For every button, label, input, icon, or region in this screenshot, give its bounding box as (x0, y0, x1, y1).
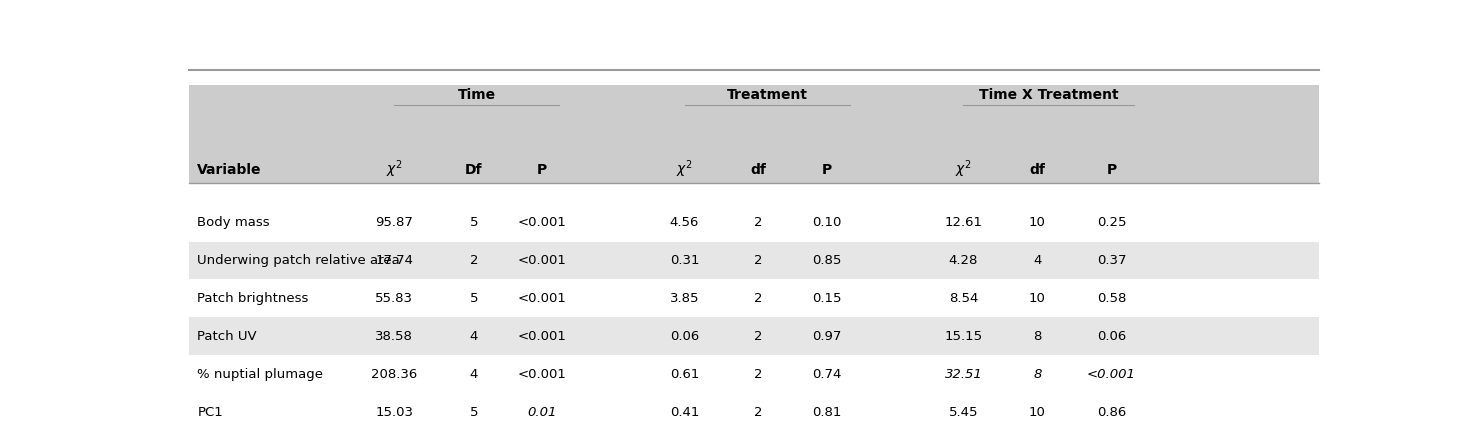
Text: Variable: Variable (197, 163, 261, 177)
Text: 4: 4 (470, 330, 477, 343)
Text: 0.06: 0.06 (670, 330, 699, 343)
Text: 0.31: 0.31 (670, 254, 699, 267)
Text: <0.001: <0.001 (517, 216, 567, 229)
Bar (190, 431, 1319, 440)
Text: 2: 2 (754, 216, 762, 229)
Text: Df: Df (466, 163, 483, 177)
Text: 5: 5 (470, 216, 479, 229)
Text: P: P (1106, 163, 1116, 177)
Text: 0.86: 0.86 (1097, 406, 1127, 419)
Text: <0.001: <0.001 (517, 368, 567, 381)
Text: 8: 8 (1033, 368, 1042, 381)
Text: 8.54: 8.54 (949, 292, 978, 305)
Text: 15.03: 15.03 (375, 406, 413, 419)
Text: 2: 2 (754, 292, 762, 305)
Bar (190, 317, 1319, 356)
Text: 0.06: 0.06 (1097, 330, 1127, 343)
Text: 10: 10 (1030, 216, 1046, 229)
Text: 12.61: 12.61 (945, 216, 983, 229)
Text: 0.41: 0.41 (670, 406, 699, 419)
Text: 17.74: 17.74 (375, 254, 413, 267)
Text: P: P (821, 163, 831, 177)
Text: 95.87: 95.87 (375, 216, 413, 229)
Text: Time X Treatment: Time X Treatment (978, 88, 1119, 102)
Text: Time: Time (458, 88, 497, 102)
Text: <0.001: <0.001 (517, 292, 567, 305)
Text: $\chi^2$: $\chi^2$ (386, 159, 403, 180)
Text: 2: 2 (754, 406, 762, 419)
Text: 10: 10 (1030, 406, 1046, 419)
Text: <0.001: <0.001 (1087, 368, 1136, 381)
Text: 10: 10 (1030, 292, 1046, 305)
Text: 38.58: 38.58 (375, 330, 413, 343)
Text: 0.15: 0.15 (812, 292, 842, 305)
Text: 2: 2 (754, 368, 762, 381)
Bar (190, 204, 1319, 242)
Bar (190, 279, 1319, 317)
Text: 15.15: 15.15 (945, 330, 983, 343)
Text: <0.001: <0.001 (517, 254, 567, 267)
Text: Underwing patch relative area: Underwing patch relative area (197, 254, 400, 267)
Text: <0.001: <0.001 (517, 330, 567, 343)
Text: 0.58: 0.58 (1097, 292, 1127, 305)
Text: 4.56: 4.56 (670, 216, 699, 229)
Text: 0.25: 0.25 (1097, 216, 1127, 229)
Text: 208.36: 208.36 (372, 368, 417, 381)
Text: 3.85: 3.85 (670, 292, 699, 305)
Text: 2: 2 (754, 254, 762, 267)
Text: 0.01: 0.01 (527, 406, 557, 419)
Text: Body mass: Body mass (197, 216, 270, 229)
Bar (190, 356, 1319, 393)
Text: 0.85: 0.85 (812, 254, 842, 267)
Text: Treatment: Treatment (727, 88, 808, 102)
Bar (190, 393, 1319, 431)
Text: 4: 4 (1033, 254, 1042, 267)
Text: 0.61: 0.61 (670, 368, 699, 381)
Text: P: P (538, 163, 548, 177)
Bar (190, 242, 1319, 279)
Text: $\chi^2$: $\chi^2$ (955, 159, 972, 180)
Text: df: df (751, 163, 767, 177)
Text: 0.97: 0.97 (812, 330, 842, 343)
Text: df: df (1030, 163, 1046, 177)
Text: 2: 2 (470, 254, 479, 267)
Text: 5.45: 5.45 (949, 406, 978, 419)
Text: 4: 4 (470, 368, 477, 381)
Text: 32.51: 32.51 (945, 368, 983, 381)
Text: % nuptial plumage: % nuptial plumage (197, 368, 323, 381)
Text: 2: 2 (754, 330, 762, 343)
Text: 8: 8 (1033, 330, 1042, 343)
Text: Patch UV: Patch UV (197, 330, 257, 343)
Text: $\chi^2$: $\chi^2$ (676, 159, 693, 180)
Bar (190, 85, 1319, 183)
Text: 0.81: 0.81 (812, 406, 842, 419)
Text: 5: 5 (470, 406, 479, 419)
Text: Patch brightness: Patch brightness (197, 292, 308, 305)
Text: 55.83: 55.83 (375, 292, 413, 305)
Text: PC1: PC1 (197, 406, 223, 419)
Text: 0.74: 0.74 (812, 368, 842, 381)
Text: 0.37: 0.37 (1097, 254, 1127, 267)
Text: 0.10: 0.10 (812, 216, 842, 229)
Text: 4.28: 4.28 (949, 254, 978, 267)
Text: 5: 5 (470, 292, 479, 305)
